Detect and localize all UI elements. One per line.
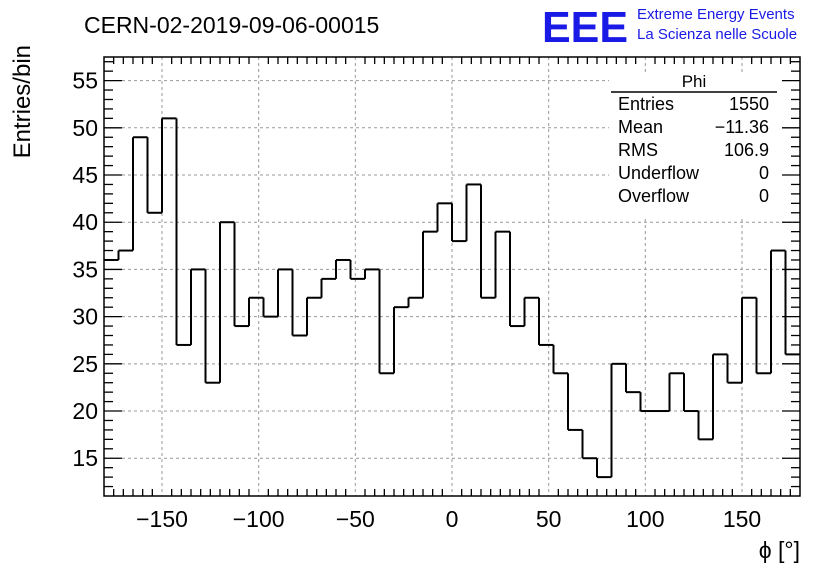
y-tick-label: 45 — [72, 162, 98, 188]
y-tick-label: 30 — [72, 304, 98, 330]
stats-row-label: RMS — [618, 140, 658, 160]
y-tick-label: 40 — [72, 209, 98, 235]
y-axis-label: Entries/bin — [9, 45, 36, 158]
y-tick-label: 20 — [72, 398, 98, 424]
x-tick-label: 50 — [536, 506, 562, 532]
x-tick-label: 100 — [626, 506, 664, 532]
stats-row-label: Underflow — [618, 163, 700, 183]
y-axis-ticks: 15 20 25 30 35 40 45 50 55 — [72, 61, 800, 488]
histogram-series — [104, 117, 800, 479]
x-axis-ticks: −150 −100 −50 0 50 100 150 — [113, 57, 791, 532]
y-tick-label: 50 — [72, 115, 98, 141]
y-tick-label: 35 — [72, 256, 98, 282]
stats-row-value: 0 — [759, 186, 769, 206]
logo-line1: Extreme Energy Events — [637, 6, 795, 23]
logo-mark: EEE — [542, 3, 628, 52]
stats-row-label: Mean — [618, 117, 663, 137]
y-tick-label: 15 — [72, 445, 98, 471]
stats-row-label: Entries — [618, 94, 674, 114]
stats-box-rows: Entries 1550 Mean −11.36 RMS 106.9 Underflow 0 O… — [618, 94, 769, 206]
stats-row-value: 106.9 — [724, 140, 769, 160]
x-tick-label: −100 — [233, 506, 285, 532]
y-tick-label: 55 — [72, 68, 98, 94]
stats-row-label: Overflow — [618, 186, 690, 206]
logo-line2: La Scienza nelle Scuole — [637, 26, 797, 43]
stats-box-background — [609, 74, 779, 216]
x-axis-label: ϕ [°] — [759, 537, 800, 563]
chart-title: CERN-02-2019-09-06-00015 — [84, 12, 379, 38]
plot-frame — [103, 56, 801, 497]
stats-row-value: 1550 — [729, 94, 769, 114]
stats-row-value: 0 — [759, 163, 769, 183]
x-tick-label: −150 — [136, 506, 188, 532]
stats-row-value: −11.36 — [715, 117, 769, 137]
x-tick-label: −50 — [336, 506, 375, 532]
x-tick-label: 150 — [723, 506, 761, 532]
eee-logo: EEE Extreme Energy Events La Scienza nel… — [542, 3, 797, 52]
x-tick-label: 0 — [446, 506, 459, 532]
stats-box: Phi Entries 1550 Mean −11.36 RMS 106.9 Underfl… — [609, 72, 779, 216]
y-tick-label: 25 — [72, 351, 98, 377]
stats-box-title: Phi — [682, 72, 707, 91]
